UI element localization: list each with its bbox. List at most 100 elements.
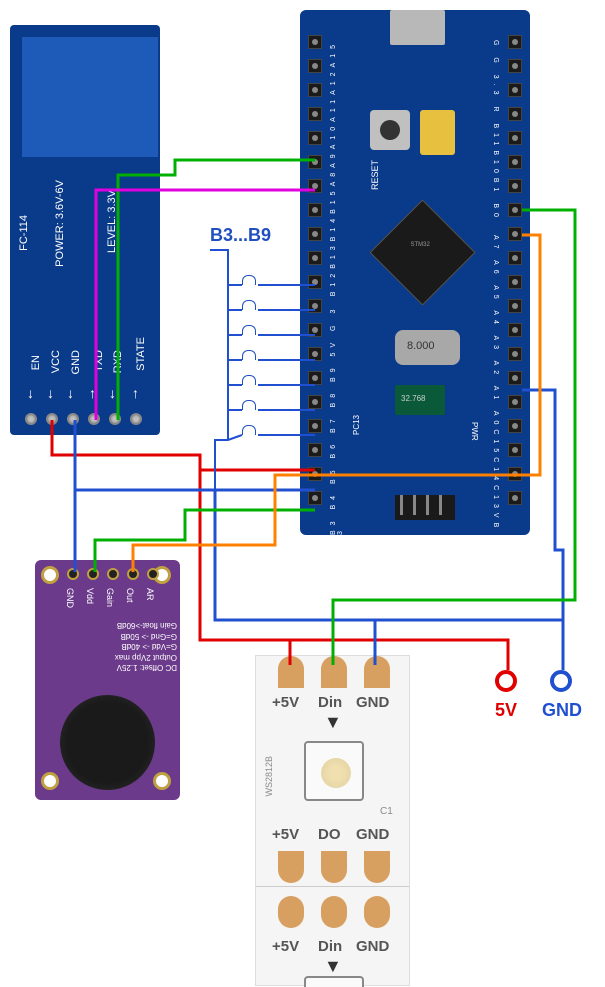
boot-jumpers bbox=[420, 110, 455, 155]
push-button-b3 bbox=[242, 275, 256, 285]
ws2812-chip-partial bbox=[304, 976, 364, 987]
data-direction-icon: ▼ bbox=[324, 712, 342, 733]
strip-cut-line bbox=[256, 886, 409, 887]
push-button-b8 bbox=[242, 400, 256, 410]
ws2812-chip bbox=[304, 741, 364, 801]
stm32-right-pins-bottom-label: A7 A6 A5 A4 A3 A2 A1 A0C15C14C13VB bbox=[492, 235, 499, 532]
bt-pin-state bbox=[130, 413, 142, 425]
bt-pin-rxd-label: RXD bbox=[112, 350, 124, 373]
pwr-label: PWR bbox=[470, 422, 479, 441]
led-cap-label: C1 bbox=[380, 806, 393, 817]
led-pad-din bbox=[321, 656, 347, 688]
arrow-icon: ↓ bbox=[67, 385, 74, 401]
stm32-right-pins-top-label: G G 3.3 R B11B10B1 B0 bbox=[492, 40, 499, 222]
swd-header bbox=[395, 495, 455, 520]
bt-pin-gnd-label: GND bbox=[70, 350, 82, 374]
bt-level-label: LEVEL: 3.3V bbox=[106, 190, 118, 253]
arrow-icon: ↑ bbox=[132, 385, 139, 401]
mic-pin-ar-label: AR bbox=[145, 588, 155, 601]
mount-hole-icon bbox=[153, 772, 171, 790]
push-button-b7 bbox=[242, 375, 256, 385]
mic-info-4: G=Gnd -> 50dB bbox=[67, 630, 177, 640]
power-5v-label: 5V bbox=[495, 700, 517, 721]
led-chip-label: WS2812B bbox=[264, 756, 274, 797]
led-pad-5v-in bbox=[278, 656, 304, 688]
led-gnd-label-2: GND bbox=[356, 826, 389, 843]
led-pad-5v-in2 bbox=[278, 896, 304, 928]
led-pad-gnd-in2 bbox=[364, 896, 390, 928]
arrow-icon: ↓ bbox=[27, 385, 34, 401]
crystal-oscillator: 8.000 bbox=[395, 330, 460, 365]
led-pad-din2 bbox=[321, 896, 347, 928]
stm32-right-pin-column bbox=[508, 35, 522, 515]
push-button-b6 bbox=[242, 350, 256, 360]
mic-info-5: Gain float->60dB bbox=[67, 620, 177, 630]
chip-label: STM32 bbox=[410, 242, 429, 248]
led-5v-label-2: +5V bbox=[272, 826, 299, 843]
stm32-left-pins-top-label: B12B13B14B15A8A9A10A11A12A15 bbox=[330, 40, 337, 296]
mic-pin-out-label: Out bbox=[125, 588, 135, 603]
mic-pin-gnd-label: GND bbox=[65, 588, 75, 608]
mount-hole-icon bbox=[41, 566, 59, 584]
push-button-b4 bbox=[242, 300, 256, 310]
mic-pin-vdd-label: Vdd bbox=[85, 588, 95, 604]
bt-pin-vcc bbox=[46, 413, 58, 425]
led-gnd-label: GND bbox=[356, 694, 389, 711]
power-gnd-terminal bbox=[550, 670, 572, 692]
stm32-left-pin-column bbox=[308, 35, 322, 515]
led-din-label-3: Din bbox=[318, 938, 342, 955]
mic-pin-gnd bbox=[67, 568, 79, 580]
bt-pin-txd bbox=[88, 413, 100, 425]
led-din-label: Din bbox=[318, 694, 342, 711]
microphone-capsule bbox=[60, 695, 155, 790]
data-direction-icon: ▼ bbox=[324, 956, 342, 977]
led-lens bbox=[321, 758, 351, 788]
led-pad-gnd-in bbox=[364, 656, 390, 688]
led-pad-gnd-out bbox=[364, 851, 390, 883]
bt-pin-txd-label: TXD bbox=[93, 350, 105, 372]
mic-pin-out bbox=[127, 568, 139, 580]
mic-module: GND Vdd Gain Out AR DC Offset: 1.25V Out… bbox=[35, 560, 180, 800]
mic-info-1: DC Offset: 1.25V bbox=[67, 662, 177, 672]
led-pad-do bbox=[321, 851, 347, 883]
rtc-crystal-label: 32.768 bbox=[401, 394, 425, 403]
led-strip: +5V Din GND ▼ WS2812B C1 +5V DO GND +5V … bbox=[255, 655, 410, 986]
mic-info-3: G=Vdd -> 40dB bbox=[67, 641, 177, 651]
led-do-label: DO bbox=[318, 826, 341, 843]
pc13-label: PC13 bbox=[352, 415, 361, 435]
mic-pin-vdd bbox=[87, 568, 99, 580]
stm32-mcu-chip: STM32 bbox=[369, 199, 475, 305]
stm32-left-pins-bottom-label: B3 B4 B5 B6 B7 B8 B9 5V G 3 3 bbox=[330, 295, 344, 535]
mount-hole-icon bbox=[41, 772, 59, 790]
usb-connector bbox=[390, 10, 445, 45]
mic-pin-ar bbox=[147, 568, 159, 580]
push-button-b9 bbox=[242, 425, 256, 435]
crystal-label: 8.000 bbox=[407, 340, 435, 352]
stm32-board: RESET STM32 8.000 32.768 PWR PC13 B12B13… bbox=[300, 10, 530, 535]
bt-pin-en-label: EN bbox=[30, 355, 42, 370]
reset-button-cap bbox=[380, 120, 400, 140]
bluetooth-chip-area bbox=[22, 37, 158, 157]
led-pad-5v-out bbox=[278, 851, 304, 883]
led-gnd-label-3: GND bbox=[356, 938, 389, 955]
reset-button[interactable] bbox=[370, 110, 410, 150]
bt-power-label: POWER: 3.6V-6V bbox=[54, 180, 66, 267]
bt-pin-en bbox=[25, 413, 37, 425]
led-5v-label-3: +5V bbox=[272, 938, 299, 955]
mic-info-2: Output 2Vpp max bbox=[67, 651, 177, 661]
reset-label: RESET bbox=[370, 160, 380, 190]
arrow-icon: ↑ bbox=[89, 385, 96, 401]
led-5v-label: +5V bbox=[272, 694, 299, 711]
bt-pin-gnd bbox=[67, 413, 79, 425]
bt-model-label: FC-114 bbox=[18, 215, 30, 251]
bluetooth-module: FC-114 POWER: 3.6V-6V LEVEL: 3.3V EN VCC… bbox=[10, 25, 160, 435]
arrow-icon: ↓ bbox=[47, 385, 54, 401]
mic-pin-gain bbox=[107, 568, 119, 580]
rtc-crystal: 32.768 bbox=[395, 385, 445, 415]
power-5v-terminal bbox=[495, 670, 517, 692]
bt-pin-rxd bbox=[109, 413, 121, 425]
buttons-range-label: B3...B9 bbox=[210, 225, 271, 246]
mic-pin-gain-label: Gain bbox=[105, 588, 115, 607]
push-button-b5 bbox=[242, 325, 256, 335]
arrow-icon: ↓ bbox=[109, 385, 116, 401]
